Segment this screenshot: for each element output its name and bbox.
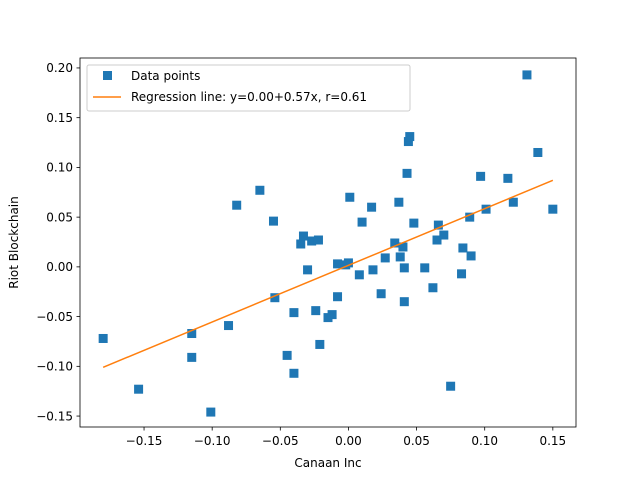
data-point-52 bbox=[466, 251, 476, 261]
x-tick-label: −0.15 bbox=[126, 434, 163, 448]
data-point-48 bbox=[446, 381, 456, 391]
x-tick-label: 0.10 bbox=[471, 434, 498, 448]
legend-label-data-points: Data points bbox=[131, 69, 200, 83]
data-point-58 bbox=[533, 147, 543, 157]
data-point-18 bbox=[313, 235, 323, 245]
data-point-9 bbox=[270, 293, 280, 303]
data-point-7 bbox=[255, 185, 265, 195]
data-point-8 bbox=[268, 216, 278, 226]
data-point-37 bbox=[399, 297, 409, 307]
y-tick-label: −0.15 bbox=[36, 409, 73, 423]
x-tick-label: 0.15 bbox=[539, 434, 566, 448]
regression-line bbox=[102, 179, 554, 369]
data-point-55 bbox=[503, 173, 513, 183]
data-point-3 bbox=[187, 352, 197, 362]
plot-frame bbox=[79, 57, 577, 428]
data-point-26 bbox=[345, 192, 355, 202]
data-point-40 bbox=[403, 137, 413, 147]
data-point-13 bbox=[296, 239, 306, 249]
data-point-33 bbox=[390, 238, 400, 248]
y-tick-label: 0.10 bbox=[46, 161, 73, 175]
y-tick-label: −0.10 bbox=[36, 360, 73, 374]
y-tick-label: 0.05 bbox=[46, 210, 73, 224]
data-point-44 bbox=[428, 283, 438, 293]
data-point-57 bbox=[522, 70, 532, 80]
data-point-39 bbox=[402, 168, 412, 178]
x-axis-ticks: −0.15 −0.10 −0.05 0.00 0.05 0.10 0.15 bbox=[126, 427, 566, 448]
data-point-14 bbox=[298, 231, 308, 241]
data-point-25 bbox=[343, 258, 353, 268]
x-tick-label: −0.05 bbox=[262, 434, 299, 448]
data-point-4 bbox=[206, 407, 216, 417]
data-point-41 bbox=[405, 132, 415, 142]
y-tick-label: −0.05 bbox=[36, 310, 73, 324]
x-tick-label: −0.10 bbox=[194, 434, 231, 448]
data-point-27 bbox=[354, 270, 364, 280]
x-tick-label: 0.00 bbox=[335, 434, 362, 448]
data-point-43 bbox=[420, 263, 430, 273]
data-point-1 bbox=[134, 384, 144, 394]
data-point-35 bbox=[395, 252, 405, 262]
y-tick-label: 0.15 bbox=[46, 111, 73, 125]
data-point-49 bbox=[457, 269, 467, 279]
data-point-22 bbox=[333, 292, 343, 302]
y-axis-ticks: −0.15 −0.10 −0.05 0.00 0.05 0.10 0.15 0.20 bbox=[36, 61, 80, 423]
data-point-50 bbox=[458, 243, 468, 253]
data-point-17 bbox=[311, 306, 321, 316]
data-point-51 bbox=[465, 212, 475, 222]
data-point-29 bbox=[367, 202, 377, 212]
data-point-42 bbox=[409, 218, 419, 228]
data-point-5 bbox=[224, 321, 234, 331]
data-point-12 bbox=[289, 368, 299, 378]
data-point-16 bbox=[307, 236, 317, 246]
data-point-38 bbox=[399, 263, 409, 273]
legend-box bbox=[86, 64, 411, 112]
data-point-0 bbox=[98, 333, 108, 343]
data-point-46 bbox=[433, 220, 443, 230]
data-point-30 bbox=[368, 265, 378, 275]
data-point-31 bbox=[376, 289, 386, 299]
data-point-2 bbox=[187, 329, 197, 339]
plot-background bbox=[80, 58, 576, 427]
y-tick-label: 0.20 bbox=[46, 61, 73, 75]
data-point-45 bbox=[432, 235, 442, 245]
data-point-36 bbox=[398, 242, 408, 252]
x-tick-label: 0.05 bbox=[403, 434, 430, 448]
data-points-layer bbox=[98, 70, 558, 417]
data-point-47 bbox=[439, 230, 449, 240]
data-point-23 bbox=[333, 259, 343, 269]
legend-marker-data-points bbox=[103, 71, 112, 80]
data-point-11 bbox=[289, 308, 299, 318]
data-point-34 bbox=[394, 197, 404, 207]
legend: Data points Regression line: y=0.00+0.57… bbox=[86, 64, 411, 112]
y-tick-label: 0.00 bbox=[46, 260, 73, 274]
data-point-59 bbox=[548, 204, 558, 214]
data-point-32 bbox=[380, 253, 390, 263]
legend-label-regression-line: Regression line: y=0.00+0.57x, r=0.61 bbox=[131, 90, 367, 104]
x-axis-label: Canaan Inc bbox=[294, 456, 361, 470]
data-point-53 bbox=[476, 171, 486, 181]
y-axis-label: Riot Blockchain bbox=[7, 196, 21, 288]
data-point-54 bbox=[481, 204, 491, 214]
data-point-15 bbox=[303, 265, 313, 275]
data-point-19 bbox=[315, 339, 325, 349]
regression-line-layer bbox=[102, 179, 554, 369]
data-point-56 bbox=[508, 197, 518, 207]
data-point-28 bbox=[357, 217, 367, 227]
data-point-6 bbox=[232, 200, 242, 210]
data-point-21 bbox=[327, 310, 337, 320]
data-point-10 bbox=[282, 350, 292, 360]
